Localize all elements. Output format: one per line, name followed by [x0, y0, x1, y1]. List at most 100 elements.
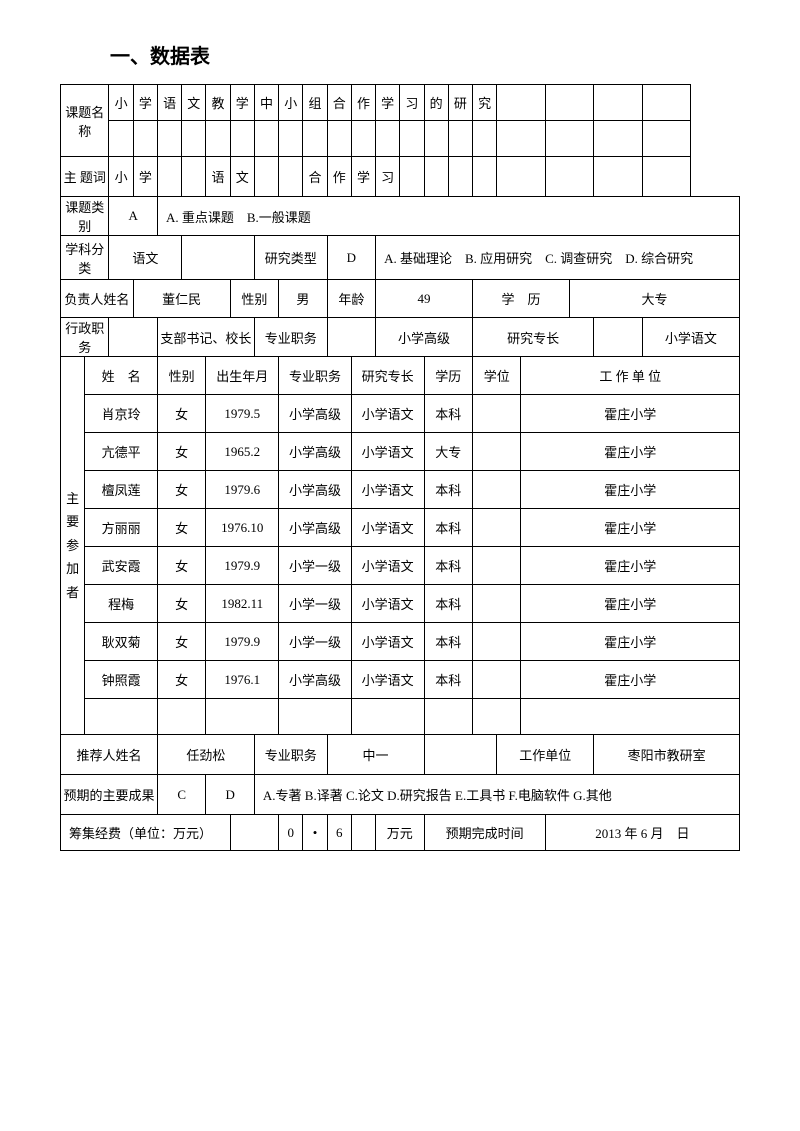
keywords-label: 主 题词 — [61, 157, 109, 197]
m-prof: 小学一级 — [279, 585, 352, 623]
kw-char — [594, 157, 642, 197]
m-unit: 霍庄小学 — [521, 471, 740, 509]
topic-char: 小 — [279, 85, 303, 121]
m-degree — [473, 661, 521, 699]
m-unit: 霍庄小学 — [521, 395, 740, 433]
mh-prof: 专业职务 — [279, 357, 352, 395]
subject-label: 学科分类 — [61, 236, 109, 280]
fund-dot: • — [303, 815, 327, 851]
admin-spec-blank — [594, 318, 642, 357]
m-edu: 本科 — [424, 547, 472, 585]
kw-char: 小 — [109, 157, 133, 197]
members-side-label: 主要参加者 — [61, 357, 85, 735]
m-edu: 本科 — [424, 471, 472, 509]
m-prof: 小学高级 — [279, 395, 352, 433]
recommender-unit-label: 工作单位 — [497, 735, 594, 775]
m-spec: 小学语文 — [351, 395, 424, 433]
topic-char: 习 — [400, 85, 424, 121]
kw-char — [157, 157, 181, 197]
leader-edu: 大专 — [569, 280, 739, 318]
leader-gender-label: 性别 — [230, 280, 278, 318]
m-name: 耿双菊 — [85, 623, 158, 661]
mh-edu: 学历 — [424, 357, 472, 395]
m-edu: 本科 — [424, 623, 472, 661]
m-gender: 女 — [157, 585, 205, 623]
topic-label: 课题名称 — [61, 85, 109, 157]
m-name — [85, 699, 158, 735]
m-edu: 本科 — [424, 661, 472, 699]
m-unit: 霍庄小学 — [521, 433, 740, 471]
kw-char — [279, 157, 303, 197]
m-name: 方丽丽 — [85, 509, 158, 547]
fund-d2: 6 — [327, 815, 351, 851]
m-prof: 小学一级 — [279, 623, 352, 661]
kw-char — [473, 157, 497, 197]
topic-char2 — [109, 121, 133, 157]
topic-char: 小 — [109, 85, 133, 121]
m-birth: 1979.9 — [206, 547, 279, 585]
m-prof: 小学高级 — [279, 661, 352, 699]
m-name: 檀凤莲 — [85, 471, 158, 509]
recommender-name-label: 推荐人姓名 — [61, 735, 158, 775]
m-gender: 女 — [157, 509, 205, 547]
m-birth: 1979.5 — [206, 395, 279, 433]
topic-char: 文 — [182, 85, 206, 121]
category-label: 课题类别 — [61, 197, 109, 236]
m-gender: 女 — [157, 471, 205, 509]
m-spec: 小学语文 — [351, 471, 424, 509]
m-name: 武安霞 — [85, 547, 158, 585]
mh-name: 姓 名 — [85, 357, 158, 395]
m-spec: 小学语文 — [351, 433, 424, 471]
m-name: 程梅 — [85, 585, 158, 623]
mh-gender: 性别 — [157, 357, 205, 395]
topic-char — [594, 85, 642, 121]
m-name: 肖京玲 — [85, 395, 158, 433]
admin-post: 支部书记、校长 — [157, 318, 254, 357]
kw-char — [182, 157, 206, 197]
topic-char: 教 — [206, 85, 230, 121]
admin-prof-label: 专业职务 — [254, 318, 327, 357]
admin-prof-blank — [327, 318, 375, 357]
kw-char — [400, 157, 424, 197]
admin-post-label: 行政职务 — [61, 318, 109, 357]
m-birth: 1976.10 — [206, 509, 279, 547]
m-degree — [473, 585, 521, 623]
fund-blank1 — [230, 815, 278, 851]
m-gender: 女 — [157, 547, 205, 585]
m-spec: 小学语文 — [351, 547, 424, 585]
admin-blank1 — [109, 318, 157, 357]
m-birth: 1979.9 — [206, 623, 279, 661]
fund-blank2 — [351, 815, 375, 851]
m-edu: 本科 — [424, 585, 472, 623]
m-unit: 霍庄小学 — [521, 547, 740, 585]
topic-char: 究 — [473, 85, 497, 121]
topic-char: 学 — [133, 85, 157, 121]
kw-char: 语 — [206, 157, 230, 197]
research-type-value: D — [327, 236, 375, 280]
m-birth: 1979.6 — [206, 471, 279, 509]
recommender-prof: 中一 — [327, 735, 424, 775]
m-degree — [473, 547, 521, 585]
kw-char: 文 — [230, 157, 254, 197]
topic-char: 语 — [157, 85, 181, 121]
m-unit: 霍庄小学 — [521, 585, 740, 623]
topic-char — [545, 85, 593, 121]
leader-name-label: 负责人姓名 — [61, 280, 134, 318]
recommender-prof-label: 专业职务 — [254, 735, 327, 775]
fund-date: 2013 年 6 月 日 — [545, 815, 739, 851]
recommender-unit: 枣阳市教研室 — [594, 735, 740, 775]
m-degree — [473, 623, 521, 661]
category-desc: A. 重点课题 B.一般课题 — [157, 197, 739, 236]
m-gender: 女 — [157, 433, 205, 471]
kw-char: 学 — [133, 157, 157, 197]
m-birth: 1965.2 — [206, 433, 279, 471]
kw-char: 习 — [376, 157, 400, 197]
m-edu: 本科 — [424, 509, 472, 547]
leader-edu-label: 学 历 — [473, 280, 570, 318]
admin-spec-label: 研究专长 — [473, 318, 594, 357]
m-prof: 小学一级 — [279, 547, 352, 585]
m-degree — [473, 509, 521, 547]
m-prof: 小学高级 — [279, 433, 352, 471]
kw-char — [254, 157, 278, 197]
m-unit: 霍庄小学 — [521, 661, 740, 699]
